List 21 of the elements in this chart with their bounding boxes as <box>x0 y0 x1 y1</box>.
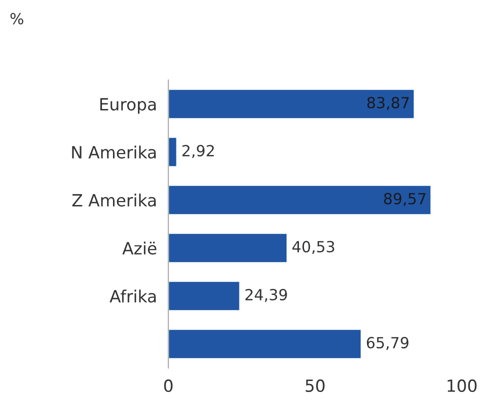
data-label: 2,92 <box>182 144 214 158</box>
y-tick-label: Afrika <box>110 290 156 303</box>
y-tick-label: Z Amerika <box>72 194 156 207</box>
data-label: 89,57 <box>384 192 426 206</box>
bar <box>168 280 241 312</box>
bar <box>168 184 432 216</box>
bar <box>168 88 416 120</box>
x-tick-label: 100 <box>448 379 477 392</box>
bar <box>168 328 362 360</box>
data-label: 24,39 <box>245 288 287 302</box>
x-tick-label: 0 <box>164 379 173 392</box>
bar <box>168 232 288 264</box>
bar <box>168 136 178 168</box>
data-label: 83,87 <box>367 96 409 110</box>
y-tick-label: Azië <box>122 242 156 255</box>
data-label: 65,79 <box>366 336 408 350</box>
y-tick-label: Europa <box>100 98 156 114</box>
y-tick-label: N Amerika <box>72 146 156 159</box>
data-label: 40,53 <box>292 240 334 254</box>
x-tick-label: 50 <box>306 379 325 392</box>
x-axis-title: % <box>10 12 24 24</box>
